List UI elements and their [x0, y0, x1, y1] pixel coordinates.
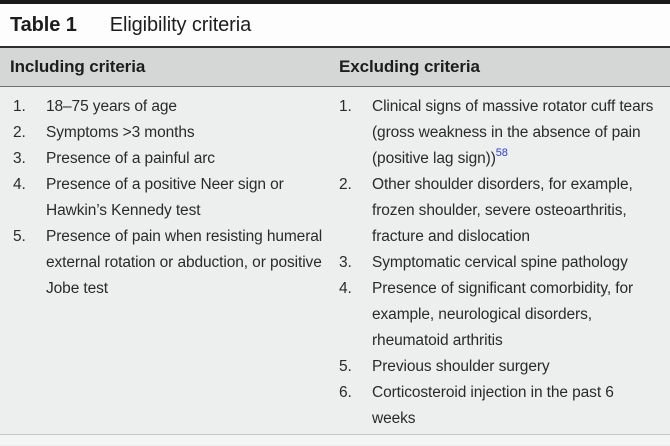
- criteria-text: Symptomatic cervical spine pathology: [372, 254, 628, 271]
- including-criteria-list: 18–75 years of age Symptoms >3 months Pres…: [0, 94, 335, 434]
- criteria-item: Corticosteroid injection in the past 6 w…: [339, 380, 656, 432]
- criteria-text: Presence of a positive Neer sign or Hawk…: [46, 176, 284, 219]
- criteria-item: Presence of a painful arc: [13, 146, 323, 172]
- reference-link[interactable]: 58: [495, 146, 508, 159]
- criteria-item: Presence of significant comorbidity, for…: [339, 276, 656, 354]
- criteria-item: Symptomatic cervical spine pathology: [339, 250, 656, 276]
- criteria-item: Presence of a positive Neer sign or Hawk…: [13, 172, 323, 224]
- table-header-row: Including criteria Excluding criteria: [0, 48, 670, 87]
- criteria-text: Presence of pain when resisting humeral …: [46, 228, 323, 297]
- criteria-text: Corticosteroid injection in the past 6 w…: [372, 384, 614, 427]
- criteria-item: Clinical signs of massive rotator cuff t…: [339, 94, 656, 172]
- table-top-rule: [0, 0, 670, 4]
- criteria-item: Symptoms >3 months: [13, 120, 323, 146]
- table-body: 18–75 years of age Symptoms >3 months Pres…: [0, 87, 670, 434]
- criteria-text: Presence of a painful arc: [46, 150, 215, 167]
- criteria-item: Other shoulder disorders, for example, f…: [339, 172, 656, 250]
- criteria-text: Symptoms >3 months: [46, 124, 195, 141]
- table-bottom-rule: [0, 434, 670, 435]
- criteria-text: Previous shoulder surgery: [372, 358, 550, 375]
- criteria-item: Presence of pain when resisting humeral …: [13, 224, 323, 302]
- criteria-text: 18–75 years of age: [46, 98, 177, 115]
- column-header-including: Including criteria: [10, 57, 146, 76]
- criteria-text: Other shoulder disorders, for example, f…: [372, 176, 633, 245]
- table-caption: Table 1 Eligibility criteria: [0, 4, 670, 48]
- table-title: Eligibility criteria: [109, 13, 252, 36]
- below-table-space: [0, 435, 670, 445]
- table-number: Table 1: [10, 13, 77, 36]
- column-header-excluding: Excluding criteria: [339, 57, 480, 76]
- criteria-text: Clinical signs of massive rotator cuff t…: [372, 98, 654, 167]
- criteria-text: Presence of significant comorbidity, for…: [372, 280, 634, 349]
- excluding-criteria-list: Clinical signs of massive rotator cuff t…: [335, 94, 670, 434]
- criteria-item: 18–75 years of age: [13, 94, 323, 120]
- criteria-item: Previous shoulder surgery: [339, 354, 656, 380]
